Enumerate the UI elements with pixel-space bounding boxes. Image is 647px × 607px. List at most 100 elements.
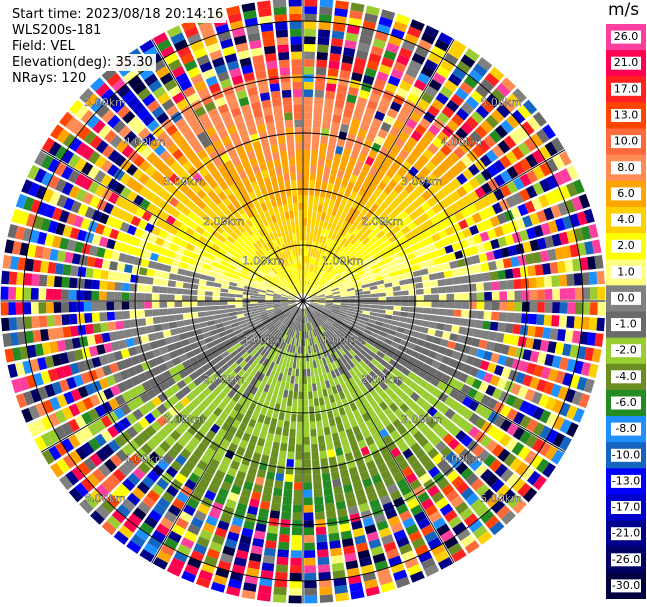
velocity-gate	[318, 14, 332, 23]
velocity-gate	[304, 36, 316, 45]
velocity-gate	[281, 306, 290, 311]
velocity-gate	[319, 350, 325, 359]
velocity-gate	[340, 298, 349, 301]
velocity-gate	[344, 362, 352, 371]
velocity-gate	[386, 296, 394, 301]
velocity-gate	[525, 185, 538, 199]
velocity-gate	[344, 317, 353, 323]
velocity-gate	[283, 420, 290, 429]
velocity-gate	[540, 222, 551, 236]
velocity-gate	[564, 259, 574, 273]
velocity-gate	[249, 377, 258, 386]
velocity-gate	[283, 389, 289, 398]
velocity-gate	[49, 396, 61, 411]
velocity-gate	[335, 278, 344, 284]
velocity-gate	[319, 280, 327, 287]
velocity-gate	[199, 274, 208, 281]
velocity-gate	[391, 281, 400, 287]
velocity-gate	[265, 368, 272, 377]
velocity-gate	[265, 333, 273, 341]
velocity-gate	[334, 368, 341, 377]
velocity-gate	[153, 270, 163, 278]
velocity-gate	[236, 502, 248, 513]
velocity-gate	[271, 98, 282, 107]
velocity-gate	[397, 372, 407, 382]
velocity-gate	[460, 384, 471, 395]
velocity-gate	[288, 320, 293, 328]
velocity-gate	[544, 302, 553, 313]
velocity-gate	[405, 472, 418, 484]
velocity-gate	[292, 314, 297, 322]
velocity-gate	[393, 61, 407, 73]
velocity-gate	[226, 467, 238, 478]
velocity-gate	[379, 247, 388, 256]
velocity-gate	[344, 39, 357, 50]
velocity-gate	[456, 173, 468, 185]
velocity-gate	[348, 216, 357, 225]
velocity-gate	[396, 166, 408, 178]
velocity-gate	[360, 446, 370, 456]
velocity-gate	[208, 508, 221, 520]
velocity-gate	[432, 180, 444, 191]
colorbar-label: -6.0	[615, 396, 636, 409]
velocity-gate	[394, 244, 404, 253]
velocity-gate	[261, 423, 270, 433]
ring-label: 2.00km	[361, 215, 403, 228]
velocity-gate	[155, 355, 165, 365]
velocity-gate	[578, 193, 591, 209]
velocity-gate	[156, 415, 168, 427]
velocity-gate	[489, 129, 502, 144]
velocity-gate	[250, 368, 258, 377]
velocity-gate	[432, 399, 444, 410]
velocity-gate	[355, 432, 364, 442]
velocity-gate	[346, 351, 354, 360]
velocity-gate	[438, 415, 450, 427]
velocity-gate	[242, 291, 251, 296]
velocity-gate	[370, 293, 379, 298]
velocity-gate	[363, 453, 373, 464]
velocity-gate	[333, 301, 341, 303]
velocity-gate	[238, 495, 250, 506]
velocity-gate	[114, 301, 122, 311]
velocity-gate	[276, 322, 283, 329]
velocity-gate	[423, 307, 432, 314]
velocity-gate	[475, 348, 486, 359]
velocity-gate	[411, 365, 421, 375]
velocity-gate	[230, 362, 239, 371]
velocity-gate	[335, 92, 347, 102]
velocity-gate	[388, 346, 398, 354]
velocity-gate	[396, 54, 410, 66]
velocity-gate	[517, 385, 529, 399]
velocity-gate	[110, 384, 121, 397]
velocity-gate	[374, 560, 389, 571]
velocity-gate	[573, 316, 583, 329]
velocity-gate	[303, 316, 306, 324]
velocity-gate	[480, 394, 492, 406]
velocity-gate	[357, 463, 368, 474]
velocity-gate	[356, 221, 365, 231]
velocity-gate	[536, 237, 547, 250]
velocity-gate	[303, 436, 310, 445]
velocity-gate	[223, 405, 233, 415]
velocity-gate	[242, 432, 251, 442]
velocity-gate	[360, 368, 369, 378]
velocity-gate	[379, 96, 392, 108]
velocity-gate	[522, 215, 533, 228]
velocity-gate	[417, 72, 431, 85]
velocity-gate	[519, 360, 530, 373]
velocity-gate	[351, 320, 360, 326]
velocity-gate	[114, 311, 123, 320]
velocity-gate	[449, 202, 460, 214]
velocity-gate	[100, 499, 115, 514]
velocity-gate	[106, 515, 122, 530]
velocity-gate	[468, 400, 480, 412]
velocity-gate	[289, 565, 302, 574]
velocity-gate	[315, 359, 321, 368]
velocity-gate	[289, 383, 294, 392]
velocity-gate	[303, 391, 308, 400]
velocity-gate	[358, 186, 367, 196]
velocity-gate	[503, 453, 517, 467]
velocity-gate	[268, 385, 275, 395]
velocity-gate	[245, 473, 256, 484]
velocity-gate	[314, 257, 320, 266]
